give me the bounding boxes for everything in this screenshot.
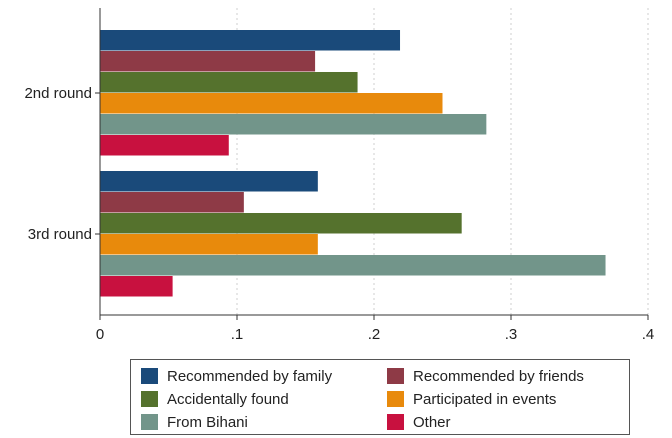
bar	[100, 30, 401, 51]
legend-swatch	[141, 391, 158, 407]
bar	[100, 72, 358, 93]
legend-swatch	[387, 414, 404, 430]
legend-item: Accidentally found	[141, 389, 289, 409]
category-label: 2nd round	[24, 85, 92, 102]
axes: 2nd round 3rd round 0 .1 .2 .3 .4	[24, 8, 654, 343]
bar	[100, 135, 229, 156]
bar	[100, 192, 244, 213]
x-tick-label: .3	[505, 326, 518, 343]
legend-item: Participated in events	[387, 389, 556, 409]
bar	[100, 114, 487, 135]
bar-chart: 2nd round 3rd round 0 .1 .2 .3 .4	[24, 8, 654, 343]
legend-item: Recommended by family	[141, 366, 332, 386]
legend-swatch	[387, 368, 404, 384]
x-tick-label: .2	[368, 326, 381, 343]
bar	[100, 93, 443, 114]
category-label: 3rd round	[28, 226, 92, 243]
x-tick-label: 0	[96, 326, 104, 343]
bar	[100, 234, 318, 255]
legend-item: From Bihani	[141, 412, 248, 432]
legend-swatch	[141, 414, 158, 430]
bar	[100, 171, 318, 192]
bar	[100, 51, 316, 72]
legend-swatch	[387, 391, 404, 407]
legend-label: Accidentally found	[167, 390, 289, 408]
bar	[100, 213, 462, 234]
bar	[100, 276, 173, 297]
x-tick-label: .4	[642, 326, 655, 343]
legend-label: From Bihani	[167, 413, 248, 431]
legend-item: Other	[387, 412, 451, 432]
legend-label: Recommended by friends	[413, 367, 584, 385]
legend-swatch	[141, 368, 158, 384]
x-tick-label: .1	[231, 326, 244, 343]
legend-label: Other	[413, 413, 451, 431]
legend-label: Recommended by family	[167, 367, 333, 385]
legend: Recommended by family Recommended by frie…	[130, 359, 630, 435]
bars	[100, 30, 606, 297]
bar	[100, 255, 606, 276]
legend-item: Recommended by friends	[387, 366, 584, 386]
legend-label: Participated in events	[413, 390, 557, 408]
